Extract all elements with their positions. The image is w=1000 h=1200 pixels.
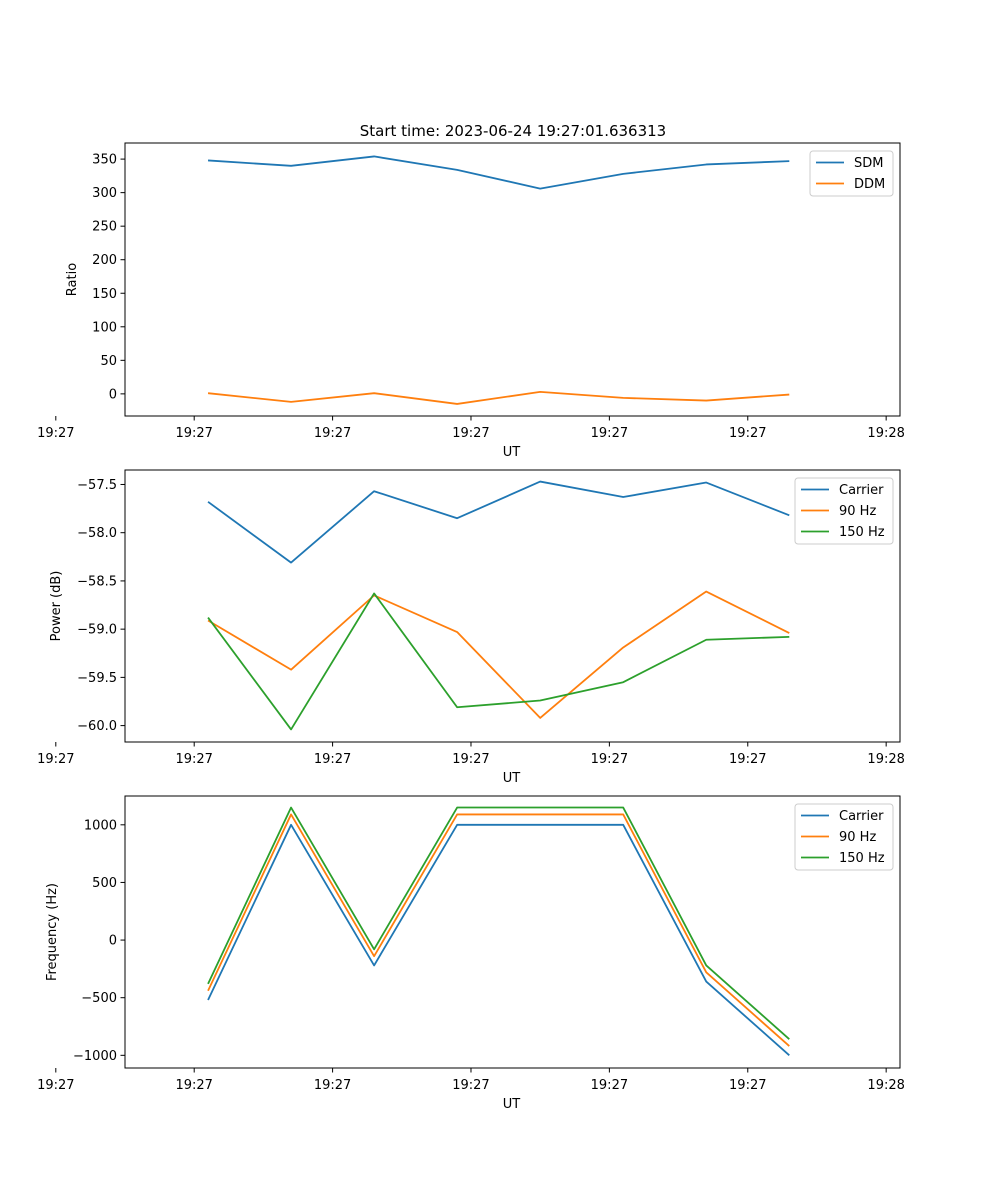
subplot-1: 19:27 19:27 19:27 19:27 19:27 19:27 19:28 0 50 10… — [37, 142, 905, 460]
y-tick-label: 350 — [92, 153, 117, 168]
x-tick-label: 19:27 — [591, 426, 628, 441]
y-tick-label: 300 — [92, 186, 117, 201]
axes-frame — [124, 142, 901, 417]
x-tick-label: 19:27 — [729, 426, 766, 441]
y-tick-label: 100 — [92, 320, 117, 335]
y-tick-label: 500 — [92, 876, 117, 891]
y-tick-label: 200 — [92, 253, 117, 268]
x-tick-label: 19:27 — [591, 752, 628, 767]
legend-label: 150 Hz — [839, 525, 885, 540]
x-axis-label: UT — [503, 1097, 521, 1112]
x-axis-label: UT — [503, 445, 521, 460]
series-line-sdm — [207, 155, 790, 190]
y-tick-label: −58.5 — [77, 574, 117, 589]
y-tick-label: 0 — [109, 934, 117, 949]
x-tick-label: 19:27 — [37, 1078, 74, 1093]
axes-frame — [124, 795, 901, 1069]
series-line-150-hz — [207, 592, 790, 731]
x-tick-label: 19:27 — [314, 426, 351, 441]
subplot-2: 19:27 19:27 19:27 19:27 19:27 19:27 19:28 −60.0… — [37, 469, 905, 786]
x-tick-label: 19:27 — [314, 1078, 351, 1093]
series-line-90-hz — [207, 590, 790, 719]
y-axis-label: Power (dB) — [49, 571, 64, 642]
y-axis-label: Frequency (Hz) — [45, 883, 60, 981]
x-tick-label: 19:27 — [452, 1078, 489, 1093]
legend-label: Carrier — [839, 483, 884, 498]
series-line-carrier — [207, 480, 790, 564]
y-tick-label: 50 — [100, 354, 117, 369]
y-axis-label: Ratio — [65, 263, 80, 296]
y-tick-label: −1000 — [73, 1049, 117, 1064]
y-tick-label: −59.0 — [77, 623, 117, 638]
legend-label: DDM — [854, 177, 885, 192]
x-tick-label: 19:27 — [314, 752, 351, 767]
legend-label: 150 Hz — [839, 851, 885, 866]
legend-box — [794, 803, 894, 871]
x-tick-label: 19:27 — [37, 752, 74, 767]
legend-label: 90 Hz — [839, 504, 876, 519]
x-tick-label: 19:27 — [452, 752, 489, 767]
axes-frame — [124, 469, 901, 743]
subplots: 19:27 19:27 19:27 19:27 19:27 19:27 19:28 0 50 10… — [37, 142, 905, 1112]
x-tick-label: 19:27 — [175, 752, 212, 767]
series-line-ddm — [207, 390, 790, 405]
x-axis-label: UT — [503, 771, 521, 786]
y-tick-label: −59.5 — [77, 671, 117, 686]
legend: SDM DDM — [809, 150, 894, 197]
x-tick-label: 19:27 — [729, 752, 766, 767]
y-tick-label: 1000 — [84, 818, 117, 833]
legend-label: SDM — [854, 156, 883, 171]
legend-box — [794, 477, 894, 545]
y-tick-label: −57.5 — [77, 478, 117, 493]
legend-label: 90 Hz — [839, 830, 876, 845]
x-tick-label: 19:27 — [175, 1078, 212, 1093]
x-tick-label: 19:27 — [452, 426, 489, 441]
y-tick-label: 250 — [92, 220, 117, 235]
x-tick-label: 19:27 — [729, 1078, 766, 1093]
y-tick-label: −58.0 — [77, 526, 117, 541]
x-tick-label: 19:28 — [867, 752, 904, 767]
subplot-3: 19:27 19:27 19:27 19:27 19:27 19:27 19:28 −1000… — [37, 795, 905, 1112]
y-tick-label: 0 — [109, 387, 117, 402]
legend-label: Carrier — [839, 809, 884, 824]
figure-title: Start time: 2023-06-24 19:27:01.636313 — [360, 122, 666, 140]
y-tick-label: −60.0 — [77, 719, 117, 734]
series-line-90-hz — [207, 813, 790, 1047]
x-tick-label: 19:27 — [591, 1078, 628, 1093]
y-tick-label: 150 — [92, 287, 117, 302]
y-tick-label: −500 — [81, 991, 117, 1006]
x-tick-label: 19:28 — [867, 1078, 904, 1093]
x-tick-label: 19:27 — [175, 426, 212, 441]
series-line-carrier — [207, 823, 790, 1056]
legend: Carrier 90 Hz 150 Hz — [794, 477, 894, 545]
x-tick-label: 19:27 — [37, 426, 74, 441]
legend: Carrier 90 Hz 150 Hz — [794, 803, 894, 871]
x-tick-label: 19:28 — [867, 426, 904, 441]
series-line-150-hz — [207, 806, 790, 1040]
